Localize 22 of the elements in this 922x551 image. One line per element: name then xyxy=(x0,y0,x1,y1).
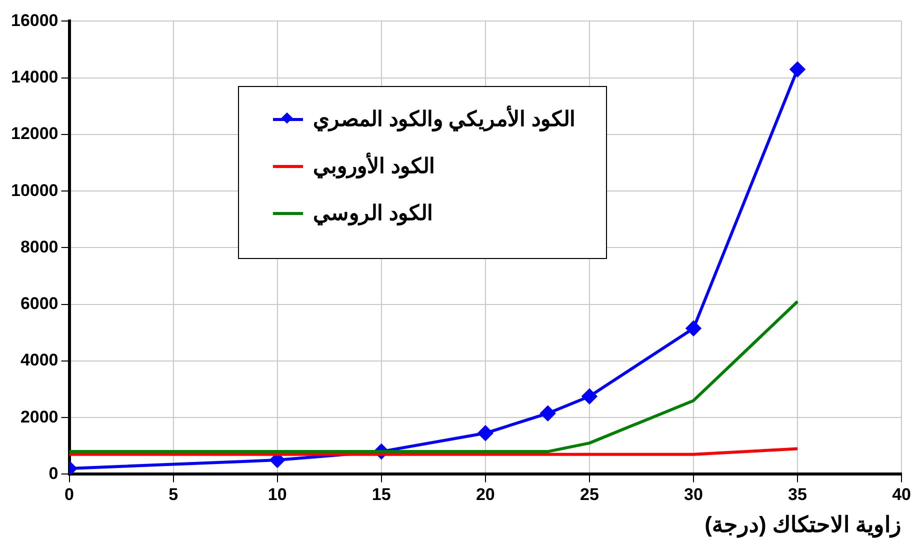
x-axis-title: زاوية الاحتكاك (درجة) xyxy=(704,512,902,538)
y-tick-label: 12000 xyxy=(10,124,58,144)
y-tick-label: 8000 xyxy=(20,237,58,256)
x-tick-label: 15 xyxy=(372,485,391,504)
y-tick-label: 6000 xyxy=(20,294,58,314)
y-tick-label: 14000 xyxy=(10,68,58,87)
x-tick-label: 20 xyxy=(476,485,495,504)
y-tick-label: 4000 xyxy=(20,350,58,370)
y-tick-label: 10000 xyxy=(10,180,58,200)
legend-label: الكود الروسي xyxy=(313,201,433,226)
legend-label: الكود الأوروبي xyxy=(313,154,435,179)
x-tick-label: 40 xyxy=(892,485,912,504)
x-tick-label: 0 xyxy=(64,485,74,504)
y-tick-label: 2000 xyxy=(20,407,58,426)
x-tick-label: 5 xyxy=(168,485,178,504)
x-tick-label: 30 xyxy=(684,485,703,504)
y-tick-label: 0 xyxy=(48,464,58,483)
x-tick-label: 10 xyxy=(268,485,287,504)
x-tick-label: 25 xyxy=(580,485,599,504)
x-tick-label: 35 xyxy=(788,485,807,504)
y-tick-label: 16000 xyxy=(10,10,58,30)
legend-label: الكود الأمريكي والكود المصري xyxy=(313,107,576,132)
